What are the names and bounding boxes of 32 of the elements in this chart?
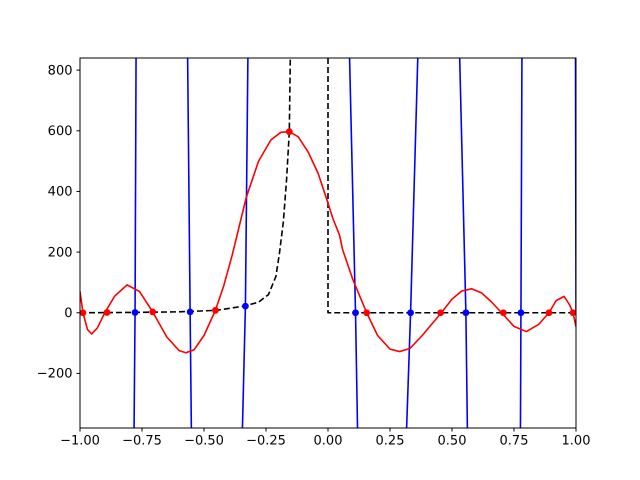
x-tick-label: −0.75 [122, 434, 162, 449]
x-tick-label: −0.25 [246, 434, 286, 449]
x-tick-label: 0.25 [376, 434, 404, 449]
point [186, 308, 194, 316]
y-tick-label: 0 [64, 306, 72, 321]
y-tick-label: 400 [48, 184, 72, 200]
point [352, 309, 359, 316]
point [363, 309, 370, 316]
point [132, 309, 138, 316]
point [546, 309, 552, 316]
x-tick-label: 1.00 [562, 434, 590, 449]
point [286, 128, 293, 136]
y-tick-label: 200 [48, 245, 72, 260]
x-tick-label: 0.00 [314, 434, 342, 449]
point [212, 306, 219, 314]
x-tick-label: −1.00 [60, 434, 100, 449]
point [80, 309, 86, 316]
y-tick-label: −200 [36, 366, 72, 382]
point [407, 309, 414, 316]
y-tick-label: 800 [48, 63, 72, 78]
x-tick-label: 0.50 [438, 434, 466, 449]
point [500, 309, 507, 316]
point [518, 309, 524, 316]
point [437, 309, 444, 316]
point [570, 309, 576, 316]
point [104, 309, 110, 316]
point [242, 302, 249, 310]
point [149, 308, 156, 316]
x-tick-label: −0.50 [184, 434, 224, 449]
x-tick-label: 0.75 [500, 434, 528, 449]
point [462, 309, 470, 316]
y-tick-label: 600 [48, 124, 72, 139]
